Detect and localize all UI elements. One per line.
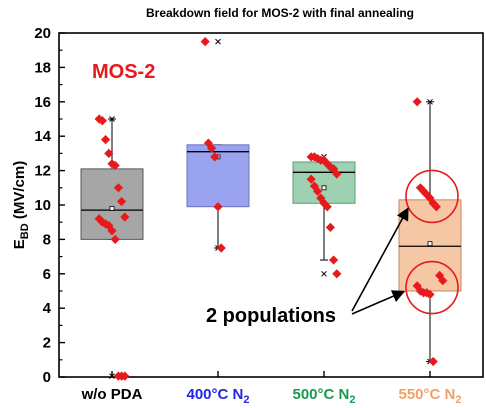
data-point xyxy=(332,169,342,179)
y-axis-label-unit: (MV/cm) xyxy=(11,161,28,224)
box-group xyxy=(186,37,250,253)
data-point xyxy=(97,116,107,126)
data-point xyxy=(425,289,435,300)
population-circle xyxy=(405,169,459,224)
box-extreme-marker xyxy=(427,98,433,105)
population-circle xyxy=(405,260,459,315)
data-point xyxy=(110,160,120,171)
annotation-2-populations: 2 populations xyxy=(206,305,336,327)
data-point xyxy=(120,371,130,381)
data-point xyxy=(313,186,323,196)
y-axis-label-main: E xyxy=(11,239,28,249)
x-tick-label: 500°C N2 xyxy=(293,386,356,406)
box-mean-marker xyxy=(109,206,115,211)
data-point xyxy=(306,174,316,184)
data-point xyxy=(438,276,448,286)
data-point xyxy=(113,183,123,193)
box-extreme-marker xyxy=(109,373,115,379)
data-point xyxy=(104,148,114,158)
y-axis-label-sub: BD xyxy=(19,223,31,239)
data-point xyxy=(213,202,223,212)
annotation-arrow xyxy=(351,290,406,315)
y-tick-label: 6 xyxy=(43,266,51,283)
annotation-arrow xyxy=(351,207,409,312)
data-point xyxy=(210,152,220,162)
y-tick-label: 8 xyxy=(43,231,51,248)
data-point xyxy=(207,143,217,153)
data-point xyxy=(419,186,429,196)
data-point xyxy=(117,196,127,207)
box-iqr xyxy=(186,144,250,208)
data-point xyxy=(322,202,332,212)
data-point xyxy=(412,281,422,291)
data-point xyxy=(422,288,432,298)
box-mean-marker xyxy=(321,185,327,191)
y-tick-label: 12 xyxy=(34,163,51,180)
y-axis-label: EBD (MV/cm) xyxy=(11,161,31,249)
x-tick-label: 400°C N2 xyxy=(187,386,250,406)
data-point xyxy=(120,212,130,222)
data-point xyxy=(216,243,226,253)
data-point xyxy=(313,153,323,164)
y-tick-label: 10 xyxy=(34,197,51,214)
data-point xyxy=(101,135,111,145)
data-point xyxy=(428,356,438,367)
y-tick-label: 14 xyxy=(34,128,51,145)
data-point xyxy=(110,234,120,244)
data-point xyxy=(329,164,339,174)
data-point xyxy=(431,202,441,212)
data-point xyxy=(412,97,422,107)
data-point xyxy=(422,190,432,200)
data-point xyxy=(107,159,117,169)
data-point xyxy=(435,270,445,281)
y-tick-label: 20 xyxy=(34,25,51,42)
x-tick-label: w/o PDA xyxy=(81,386,143,403)
y-tick-label: 18 xyxy=(34,59,51,76)
box-extreme-marker xyxy=(215,38,221,45)
x-tick-label: 550°C N2 xyxy=(399,386,462,406)
data-point xyxy=(329,255,339,265)
box-iqr xyxy=(292,161,356,204)
data-point xyxy=(94,114,104,124)
box-extreme-marker xyxy=(109,116,115,122)
data-point xyxy=(415,183,425,193)
y-tick-label: 2 xyxy=(43,335,51,352)
annotation-mos-2: MOS-2 xyxy=(92,61,155,83)
plot-area: 0 2 4 6 8 10 12 14 16 18 20 w/o PDA 400°C N2 500°C N2… xyxy=(34,25,484,406)
data-point xyxy=(107,226,117,236)
y-tick-label: 0 xyxy=(43,369,51,386)
y-tick-label: 16 xyxy=(34,94,51,111)
data-point xyxy=(309,181,319,191)
data-point xyxy=(309,152,319,162)
data-point xyxy=(316,193,326,203)
data-point xyxy=(332,269,342,279)
data-point xyxy=(325,162,335,172)
data-point xyxy=(200,37,210,47)
y-tick-label: 4 xyxy=(43,300,52,317)
data-point xyxy=(325,222,335,232)
box-group xyxy=(398,97,462,367)
box-mean-marker xyxy=(427,241,433,247)
chart-title: Breakdown field for MOS-2 with final ann… xyxy=(146,6,414,20)
box-group xyxy=(80,114,144,381)
box-group xyxy=(292,152,356,279)
box-extreme-marker xyxy=(321,270,327,277)
